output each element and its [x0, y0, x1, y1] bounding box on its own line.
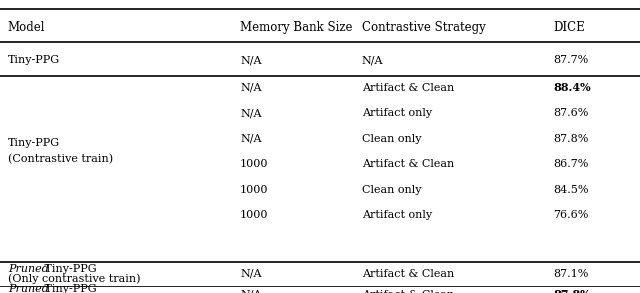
Text: 87.6%: 87.6%	[554, 108, 589, 118]
Text: 1000: 1000	[240, 159, 269, 169]
Text: 84.5%: 84.5%	[554, 185, 589, 195]
Text: 1000: 1000	[240, 185, 269, 195]
Text: Pruned: Pruned	[8, 264, 49, 274]
Text: 76.6%: 76.6%	[554, 210, 589, 220]
Text: N/A: N/A	[240, 55, 262, 65]
Text: Tiny-PPG: Tiny-PPG	[8, 138, 60, 148]
Text: 87.8%: 87.8%	[554, 289, 591, 293]
Text: 88.4%: 88.4%	[554, 82, 591, 93]
Text: Tiny-PPG: Tiny-PPG	[41, 285, 97, 293]
Text: Artifact only: Artifact only	[362, 108, 432, 118]
Text: (Contrastive train): (Contrastive train)	[8, 154, 113, 164]
Text: N/A: N/A	[362, 55, 383, 65]
Text: Tiny-PPG: Tiny-PPG	[41, 264, 97, 274]
Text: (Only contrastive train): (Only contrastive train)	[8, 274, 140, 284]
Text: N/A: N/A	[240, 134, 262, 144]
Text: Clean only: Clean only	[362, 134, 421, 144]
Text: 1000: 1000	[240, 210, 269, 220]
Text: 87.7%: 87.7%	[554, 55, 589, 65]
Text: N/A: N/A	[240, 269, 262, 279]
Text: Artifact only: Artifact only	[362, 210, 432, 220]
Text: Pruned: Pruned	[8, 285, 49, 293]
Text: Clean only: Clean only	[362, 185, 421, 195]
Text: Artifact & Clean: Artifact & Clean	[362, 83, 454, 93]
Text: 87.8%: 87.8%	[554, 134, 589, 144]
Text: 87.1%: 87.1%	[554, 269, 589, 279]
Text: N/A: N/A	[240, 108, 262, 118]
Text: DICE: DICE	[554, 21, 586, 34]
Text: Tiny-PPG: Tiny-PPG	[8, 55, 60, 65]
Text: Contrastive Strategy: Contrastive Strategy	[362, 21, 485, 34]
Text: 86.7%: 86.7%	[554, 159, 589, 169]
Text: Artifact & Clean: Artifact & Clean	[362, 269, 454, 279]
Text: Memory Bank Size: Memory Bank Size	[240, 21, 353, 34]
Text: Artifact & Clean: Artifact & Clean	[362, 159, 454, 169]
Text: Artifact & Clean: Artifact & Clean	[362, 290, 454, 293]
Text: Model: Model	[8, 21, 45, 34]
Text: N/A: N/A	[240, 83, 262, 93]
Text: N/A: N/A	[240, 290, 262, 293]
